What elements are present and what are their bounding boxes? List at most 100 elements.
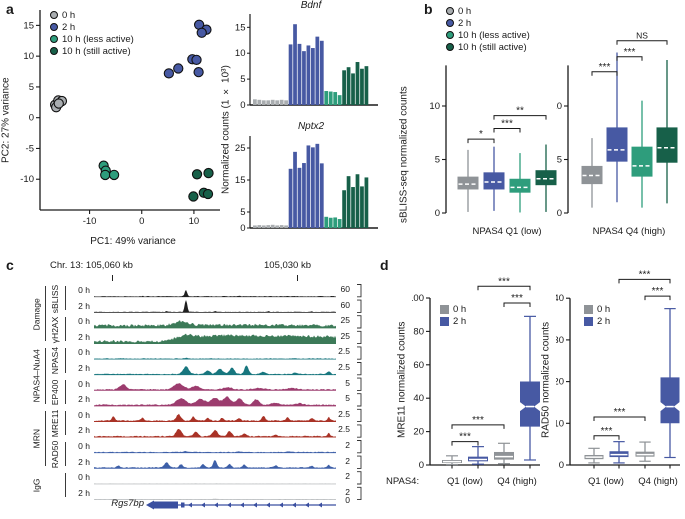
- tick-label: 5: [240, 207, 245, 218]
- box: [606, 127, 628, 162]
- track-scale-value: 25: [340, 330, 350, 341]
- legend-dot-icon: [50, 47, 58, 55]
- tick-label: 10: [23, 51, 34, 62]
- npas4-x-prefix: NPAS4:: [386, 476, 420, 487]
- gene-intron-arrow: [266, 502, 270, 508]
- bar: [324, 216, 329, 228]
- scale-bracket: [357, 330, 362, 345]
- track-signal: [94, 365, 336, 375]
- bar: [270, 224, 275, 228]
- bliss-q1-x-label: NPAS4 Q1 (low): [472, 226, 542, 237]
- bar: [297, 43, 302, 105]
- track-scale-value: 2: [345, 455, 350, 466]
- legend-item: 2 h: [584, 315, 610, 327]
- track-scale-zero: 0: [345, 495, 350, 505]
- gene-name: Rgs7bp: [111, 498, 144, 509]
- pair-separator: [65, 317, 66, 342]
- mre11-boxplot: 020406080100************: [412, 276, 540, 471]
- legend-sq-icon: [440, 316, 449, 326]
- track-time-label: 2 h: [78, 331, 90, 342]
- coords-right: 105,030 kb: [264, 260, 312, 271]
- legend-label: 10 h (less active): [458, 29, 530, 41]
- bar: [253, 99, 257, 105]
- tick-label: 5: [435, 155, 440, 166]
- pair-separator: [65, 442, 66, 467]
- data-point: [196, 27, 207, 38]
- bar: [328, 217, 333, 228]
- bar: [302, 163, 306, 228]
- bar: [266, 225, 271, 228]
- tick-label: 5: [29, 82, 34, 93]
- bar: [261, 225, 266, 228]
- scale-bracket: [357, 284, 362, 298]
- bar: [257, 99, 262, 105]
- bar: [306, 145, 311, 228]
- track-scale-value: 25: [340, 315, 350, 326]
- bar: [257, 225, 262, 228]
- track-time-label: 0 h: [78, 472, 90, 483]
- track-group-label: Damage: [31, 298, 42, 331]
- bar: [364, 66, 369, 105]
- bar: [275, 225, 280, 228]
- sig-bracket: [644, 295, 671, 301]
- tick-label: 0: [29, 113, 34, 124]
- scale-bracket: [357, 346, 362, 360]
- box: [631, 146, 653, 177]
- group-separator: [45, 410, 46, 467]
- track-time-label: 2 h: [78, 300, 90, 311]
- pca-y-axis-label: PC2: 27% variance: [0, 77, 12, 163]
- bar: [319, 40, 324, 105]
- box: [494, 451, 514, 460]
- gene-intron-arrow: [214, 502, 218, 508]
- track-signal: [94, 383, 336, 391]
- tick-label: 0: [240, 223, 245, 234]
- bar: [333, 217, 338, 228]
- track-time-label: 0 h: [78, 285, 90, 295]
- legend-sq-icon: [440, 304, 449, 314]
- bar: [355, 174, 360, 228]
- track-scale-value: 60: [340, 299, 350, 310]
- tick-label: 0: [139, 216, 144, 227]
- scale-bracket: [357, 299, 362, 313]
- legend-label: 10 h (less active): [62, 33, 134, 45]
- bar: [337, 95, 342, 105]
- tick-label: 10: [430, 101, 440, 112]
- tick-label: 80: [413, 326, 424, 337]
- track-signal: [94, 333, 336, 344]
- bar: [337, 219, 342, 228]
- bar: [311, 48, 315, 105]
- legend-item: 10 h (still active): [50, 45, 134, 57]
- track-antibody-label: EP400: [50, 379, 60, 405]
- sig-bracket: [593, 416, 646, 422]
- tick-label: 5: [557, 155, 562, 166]
- legend-dot-icon: [446, 43, 454, 51]
- gene-intron-arrow: [188, 502, 192, 508]
- tick-label: 15: [235, 175, 246, 186]
- scale-bracket: [357, 315, 362, 329]
- legend-label: 0 h: [597, 303, 611, 315]
- data-point: [163, 68, 175, 79]
- data-point: [100, 169, 111, 181]
- data-point: [188, 191, 199, 202]
- box: [520, 381, 540, 427]
- scale-bracket: [357, 424, 362, 438]
- box: [483, 172, 505, 190]
- sig-bracket: [477, 285, 531, 291]
- sig-label: ***: [498, 276, 510, 287]
- bar: [302, 51, 306, 105]
- tick-label: 20: [413, 427, 424, 438]
- bar: [279, 99, 284, 105]
- bar: [284, 100, 288, 105]
- legend-item: 0 h: [50, 9, 134, 21]
- sig-label: ***: [501, 118, 513, 129]
- sig-bracket: [593, 435, 620, 440]
- mre11-y-axis-label: MRE11 normalized counts: [396, 321, 408, 439]
- legend-dot-icon: [50, 11, 58, 19]
- tick-label: 0: [559, 460, 564, 471]
- sig-label: ***: [511, 293, 523, 304]
- scale-bracket: [357, 408, 362, 423]
- legend-dot-icon: [446, 31, 454, 39]
- gene-exon-block: [154, 501, 178, 509]
- tick-label: 20: [556, 377, 564, 388]
